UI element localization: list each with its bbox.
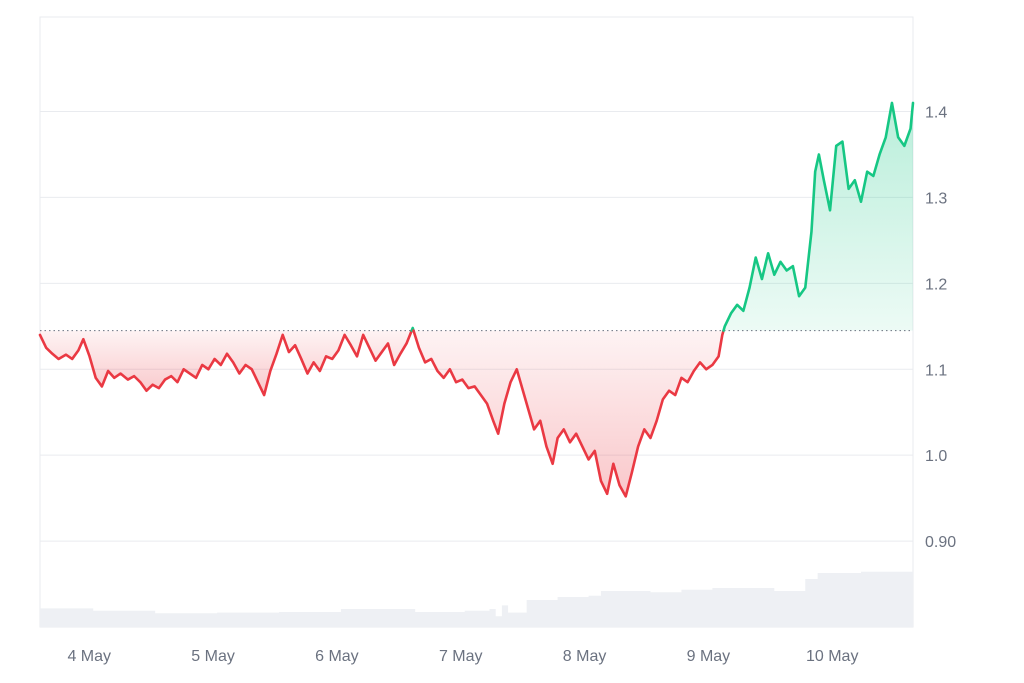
- x-tick-label: 4 May: [67, 648, 111, 665]
- x-tick-label: 7 May: [439, 648, 483, 665]
- price-line-down: [38, 329, 413, 397]
- y-tick-label: 1.3: [925, 190, 947, 207]
- price-area-down: [413, 330, 724, 497]
- x-tick-label: 8 May: [563, 648, 607, 665]
- y-tick-label: 1.2: [925, 276, 947, 293]
- price-line-down: [412, 329, 725, 498]
- x-tick-label: 6 May: [315, 648, 359, 665]
- price-line-up: [722, 101, 915, 332]
- y-tick-label: 0.90: [925, 534, 956, 551]
- y-tick-label: 1.1: [925, 362, 947, 379]
- y-tick-label: 1.4: [925, 105, 947, 122]
- volume-area: [40, 571, 913, 627]
- price-area-down: [40, 330, 412, 396]
- x-tick-label: 9 May: [687, 648, 731, 665]
- y-tick-label: 1.0: [925, 448, 947, 465]
- x-tick-label: 10 May: [806, 648, 858, 665]
- price-area-up: [723, 102, 913, 331]
- x-tick-label: 5 May: [191, 648, 235, 665]
